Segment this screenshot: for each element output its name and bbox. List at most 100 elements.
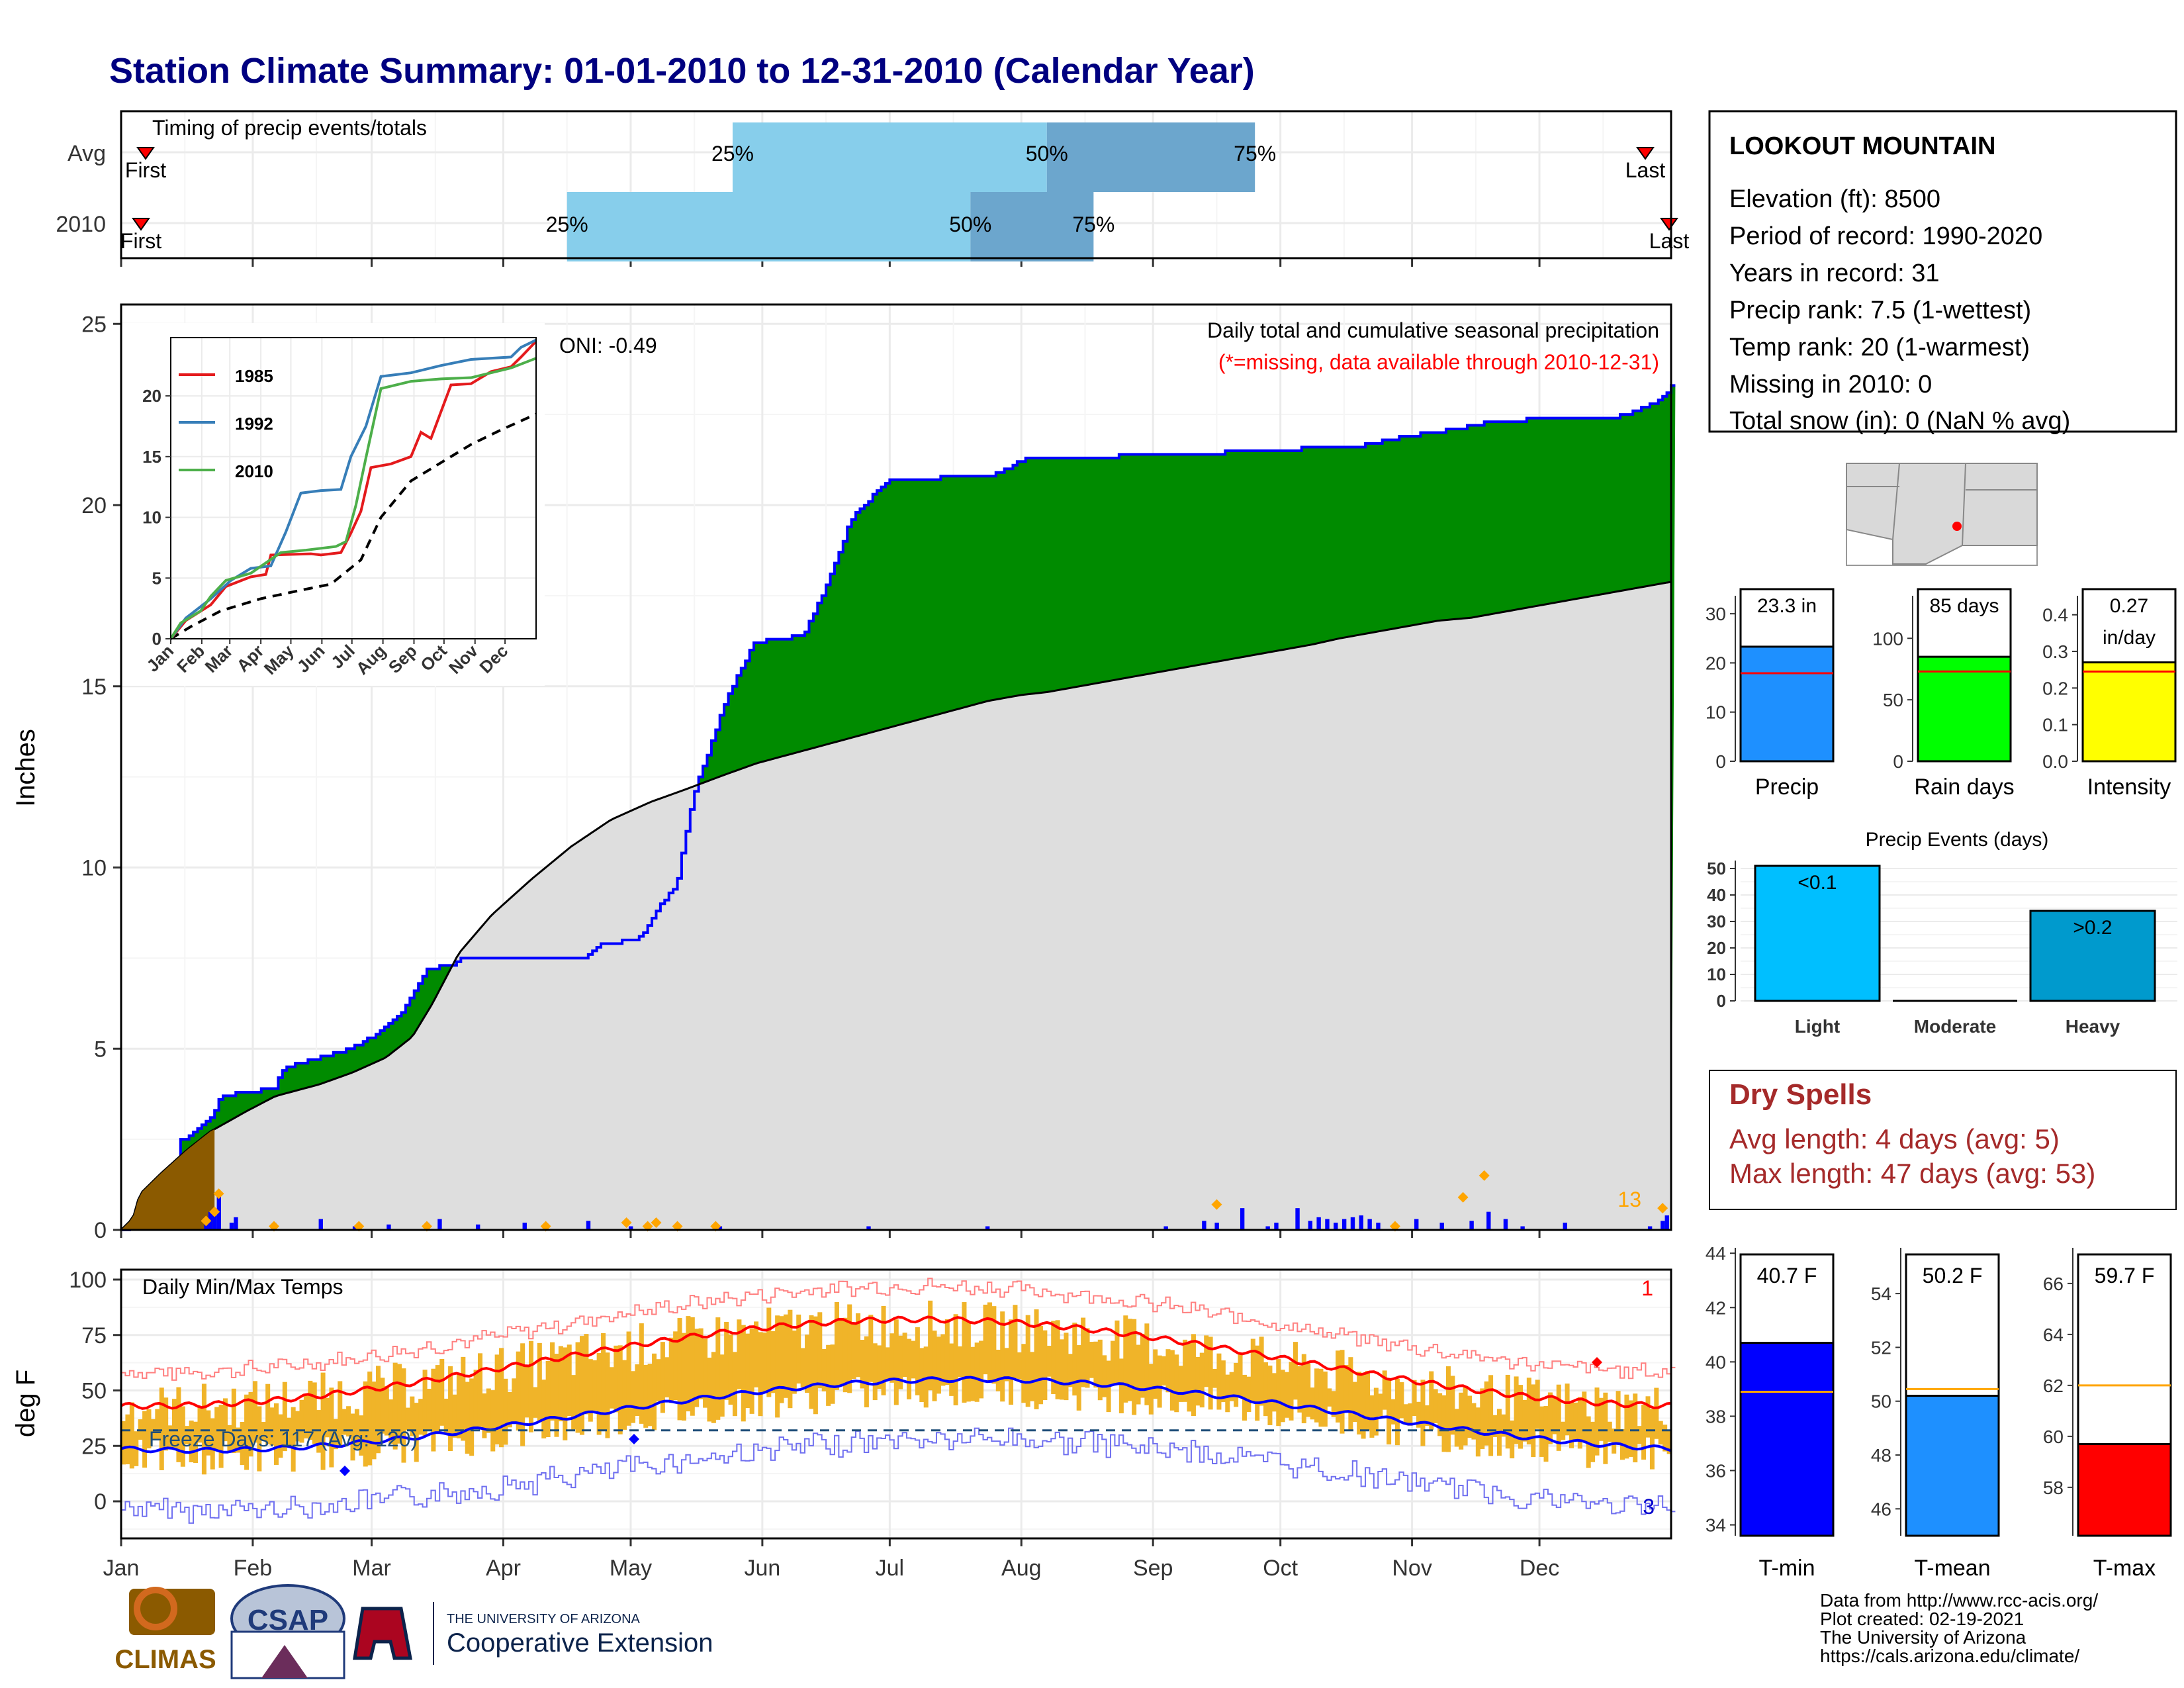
daily-temp-bar — [584, 1334, 589, 1415]
month-tick-label: Jul — [876, 1556, 904, 1581]
daily-temp-bar — [1561, 1421, 1566, 1440]
summary-bar-precip — [1739, 645, 1835, 763]
summary-ytick-label: 0 — [1893, 751, 1903, 772]
daily-temp-bar — [333, 1419, 338, 1450]
timing-2010-bar-q50-q75 — [970, 192, 1094, 261]
daily-temp-bar — [324, 1397, 330, 1438]
precip-event-bar-label: >0.2 — [2073, 917, 2112, 939]
daily-temp-bar — [1420, 1380, 1426, 1446]
daily-temp-bar — [363, 1381, 368, 1467]
daily-temp-bar — [341, 1409, 347, 1435]
station-line-precip-rank: Precip rank: 7.5 (1-wettest) — [1729, 297, 2031, 324]
daily-temp-bar — [503, 1378, 508, 1445]
daily-temp-bar — [1343, 1364, 1349, 1412]
events-ytick-label: 40 — [1707, 885, 1726, 905]
daily-temp-bar — [779, 1316, 784, 1403]
daily-temp-bar — [1412, 1380, 1417, 1417]
daily-temp-bar — [1408, 1403, 1413, 1426]
daily-temp-bar — [1658, 1421, 1663, 1445]
events-ytick-label: 10 — [1707, 964, 1726, 984]
credit-line-4: https://cals.arizona.edu/climate/ — [1820, 1646, 2079, 1666]
daily-temp-bar — [928, 1300, 933, 1391]
inset-ytick-label: 15 — [142, 447, 161, 467]
daily-temp-bar — [1234, 1362, 1239, 1407]
daily-temp-bar — [1373, 1387, 1379, 1436]
daily-precip-bar — [1414, 1219, 1419, 1230]
daily-temp-bar — [371, 1382, 377, 1460]
daily-temp-bar — [1132, 1319, 1137, 1415]
ua-logo: THE UNIVERSITY OF ARIZONA Cooperative Ex… — [353, 1602, 713, 1665]
daily-temp-bar — [295, 1411, 300, 1442]
daily-temp-bar — [907, 1338, 912, 1399]
daily-temp-bar — [299, 1399, 304, 1443]
temp-summary-ytick-label: 64 — [2043, 1325, 2064, 1345]
daily-temp-bar — [1250, 1338, 1255, 1403]
daily-temp-bar — [987, 1302, 992, 1382]
temp-summary-name: T-max — [2093, 1556, 2156, 1581]
timing-2010-bar-q25-q50 — [567, 192, 971, 261]
daily-temp-bar — [762, 1332, 767, 1392]
daily-precip-bar — [1308, 1221, 1313, 1230]
month-tick-label: May — [610, 1556, 652, 1581]
logos: CLIMAS CSAP THE UNIVERSITY OF ARIZONA Co… — [114, 1584, 713, 1679]
daily-temp-bar — [617, 1345, 623, 1434]
daily-temp-bar — [206, 1410, 211, 1456]
daily-temp-bar — [630, 1371, 635, 1423]
daily-temp-bar — [1552, 1397, 1557, 1434]
inset-legend-2010: 2010 — [235, 461, 273, 481]
record-max-count: 1 — [1641, 1276, 1653, 1300]
daily-temp-bar — [338, 1381, 343, 1447]
temp-ytick-label: 100 — [69, 1268, 107, 1293]
daily-temp-bar — [261, 1422, 266, 1441]
daily-precip-bar — [1520, 1226, 1525, 1230]
precip-ytick-label: 10 — [81, 856, 107, 881]
station-line-years: Years in record: 31 — [1729, 259, 1940, 287]
daily-precip-bar — [586, 1221, 591, 1230]
daily-temp-bar — [694, 1329, 700, 1407]
precip-ytick-label: 15 — [81, 675, 107, 700]
daily-temp-bar — [1399, 1382, 1404, 1419]
credit-line-2: Plot created: 02-19-2021 — [1820, 1609, 2024, 1629]
daily-temp-bar — [269, 1407, 275, 1446]
daily-temp-bar — [265, 1383, 271, 1444]
daily-temp-bar — [1076, 1345, 1081, 1411]
daily-temp-bar — [1484, 1381, 1489, 1446]
month-tick-label: Jun — [744, 1556, 780, 1581]
daily-temp-bar — [1225, 1374, 1230, 1413]
daily-temp-bar — [367, 1371, 373, 1466]
daily-temp-bar — [1097, 1339, 1103, 1401]
daily-temp-bar — [227, 1425, 232, 1452]
daily-precip-bar — [1359, 1215, 1363, 1230]
daily-temp-bar — [524, 1366, 529, 1418]
daily-temp-bar — [1394, 1378, 1400, 1446]
daily-temp-bar — [1607, 1421, 1612, 1442]
csap-logo-text: CSAP — [248, 1604, 328, 1636]
dry-spells-max: Max length: 47 days (avg: 53) — [1729, 1158, 2095, 1189]
daily-temp-bar — [1348, 1357, 1353, 1430]
daily-temp-bar — [1598, 1397, 1604, 1441]
daily-temp-bar — [1153, 1349, 1158, 1399]
daily-temp-bar — [592, 1360, 598, 1411]
daily-temp-bar — [422, 1370, 428, 1437]
daily-precip-bar — [1240, 1208, 1245, 1230]
daily-temp-bar — [911, 1340, 916, 1379]
daily-precip-bar — [437, 1219, 442, 1230]
temp-summary-ytick-label: 46 — [1871, 1499, 1891, 1519]
daily-precip-bar — [985, 1226, 990, 1230]
daily-temp-bar — [189, 1420, 194, 1463]
dry-spells-box: Dry Spells Avg length: 4 days (avg: 5) M… — [1709, 1070, 2177, 1210]
daily-temp-bar — [647, 1364, 653, 1427]
daily-temp-bar — [1055, 1320, 1060, 1399]
daily-temp-bar — [770, 1331, 776, 1393]
daily-temp-bar — [983, 1304, 988, 1375]
daily-precip-bar — [1664, 1215, 1669, 1230]
daily-temp-bar — [1212, 1368, 1218, 1388]
daily-temp-bar — [1157, 1355, 1162, 1408]
daily-temp-bar — [686, 1316, 691, 1412]
daily-temp-bar — [1306, 1363, 1311, 1417]
daily-temp-bar — [197, 1406, 203, 1443]
daily-temp-bar — [1628, 1400, 1633, 1457]
daily-temp-bar — [626, 1331, 631, 1426]
daily-temp-bar — [1514, 1376, 1519, 1444]
daily-temp-bar — [643, 1364, 649, 1428]
